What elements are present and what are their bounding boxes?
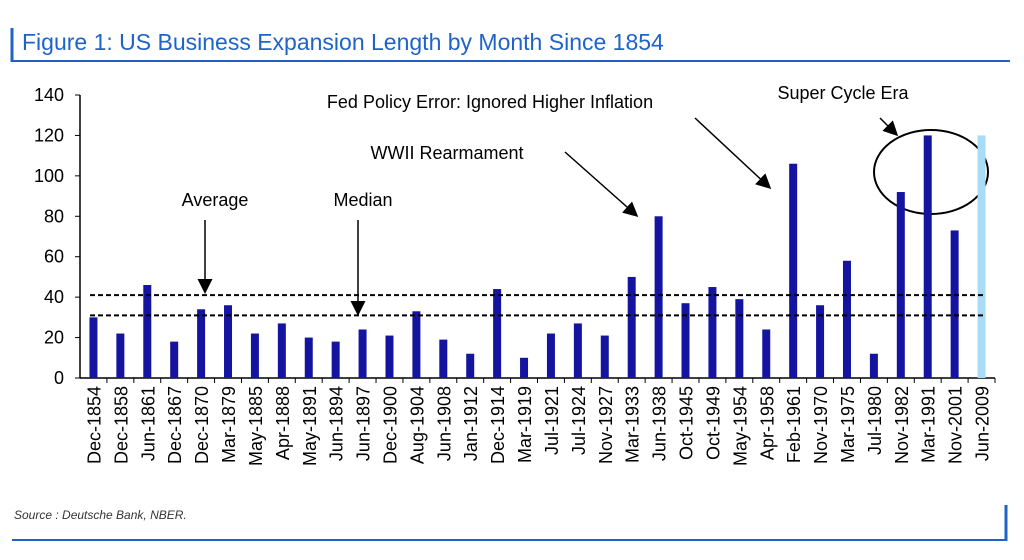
annotation: Fed Policy Error: Ignored Higher Inflati… <box>327 92 653 112</box>
arrow <box>564 151 639 217</box>
x-tick-label: Nov-1927 <box>596 386 616 464</box>
y-tick-label: 40 <box>44 287 64 307</box>
bar <box>385 335 394 378</box>
x-tick-label: Mar-1991 <box>919 386 939 463</box>
x-tick-label: Dec-1858 <box>111 386 131 464</box>
bar <box>654 216 663 378</box>
x-tick-label: Mar-1919 <box>515 386 535 463</box>
bar <box>816 305 825 378</box>
annotation: Super Cycle Era <box>777 83 909 103</box>
x-tick-label: Jan-1912 <box>461 386 481 461</box>
source-note: Source : Deutsche Bank, NBER. <box>14 508 187 522</box>
reference-label: Average <box>182 190 249 210</box>
bar <box>304 337 313 378</box>
bar <box>923 135 932 378</box>
x-tick-label: Mar-1879 <box>219 386 239 463</box>
bar <box>789 163 798 378</box>
bar <box>439 339 448 378</box>
x-tick-label: Nov-1982 <box>892 386 912 464</box>
bar <box>896 192 905 378</box>
bar <box>573 323 582 378</box>
bar <box>250 333 259 378</box>
bar <box>143 285 152 378</box>
x-tick-label: Jul-1921 <box>542 386 562 455</box>
arrows <box>197 117 899 316</box>
bar <box>869 353 878 378</box>
x-tick-label: Dec-1870 <box>192 386 212 464</box>
x-tick-label: Mar-1975 <box>838 386 858 463</box>
bar <box>493 289 502 378</box>
y-tick-label: 140 <box>34 85 64 105</box>
x-tick-label: Oct-1945 <box>677 386 697 460</box>
bar <box>762 329 771 378</box>
bar <box>277 323 286 378</box>
x-tick-label: May-1885 <box>246 386 266 466</box>
bar <box>197 309 206 378</box>
bar <box>600 335 609 378</box>
y-tick-label: 20 <box>44 328 64 348</box>
x-tick-label: Jul-1924 <box>569 386 589 455</box>
x-tick-label: Aug-1904 <box>407 386 427 464</box>
bar <box>331 341 340 378</box>
x-tick-label: Apr-1958 <box>757 386 777 460</box>
arrow <box>694 117 772 190</box>
bar <box>116 333 125 378</box>
bar <box>950 230 959 378</box>
x-tick-label: Jun-1938 <box>650 386 670 461</box>
x-tick-label: Feb-1961 <box>784 386 804 463</box>
y-tick-label: 60 <box>44 247 64 267</box>
x-tick-label: Nov-1970 <box>811 386 831 464</box>
x-tick-label: Apr-1888 <box>273 386 293 460</box>
x-tick-label: Nov-2001 <box>946 386 966 464</box>
x-tick-label: Jun-1897 <box>354 386 374 461</box>
bar <box>546 333 555 378</box>
bar <box>466 353 475 378</box>
reference-label: Median <box>333 190 392 210</box>
x-tick-label: Jun-2009 <box>973 386 993 461</box>
bar <box>170 341 179 378</box>
x-tick-label: May-1954 <box>730 386 750 466</box>
x-tick-label: Oct-1949 <box>703 386 723 460</box>
y-tick-label: 80 <box>44 206 64 226</box>
bar <box>708 287 717 378</box>
x-tick-label: Dec-1854 <box>84 386 104 464</box>
x-tick-label: Mar-1933 <box>623 386 643 463</box>
annotation: WWII Rearmament <box>370 143 523 163</box>
x-tick-label: Jun-1894 <box>327 386 347 461</box>
x-tick-label: Dec-1900 <box>380 386 400 464</box>
x-tick-label: Jun-1861 <box>138 386 158 461</box>
y-tick-label: 0 <box>54 368 64 388</box>
x-tick-label: Jun-1908 <box>434 386 454 461</box>
bar <box>842 260 851 378</box>
bar <box>224 305 233 378</box>
arrow <box>879 117 899 137</box>
bar <box>627 276 636 378</box>
y-tick-label: 120 <box>34 125 64 145</box>
x-tick-label: Dec-1914 <box>488 386 508 464</box>
x-tick-label: May-1891 <box>300 386 320 466</box>
bar <box>977 135 986 378</box>
bar <box>735 299 744 378</box>
bar <box>520 357 529 378</box>
bar <box>358 329 367 378</box>
bar <box>412 311 421 378</box>
chart-title: Figure 1: US Business Expansion Length b… <box>22 29 664 55</box>
bar <box>89 317 98 378</box>
x-tick-label: Dec-1867 <box>165 386 185 464</box>
bar <box>681 303 690 378</box>
y-tick-label: 100 <box>34 166 64 186</box>
x-tick-label: Jul-1980 <box>865 386 885 455</box>
